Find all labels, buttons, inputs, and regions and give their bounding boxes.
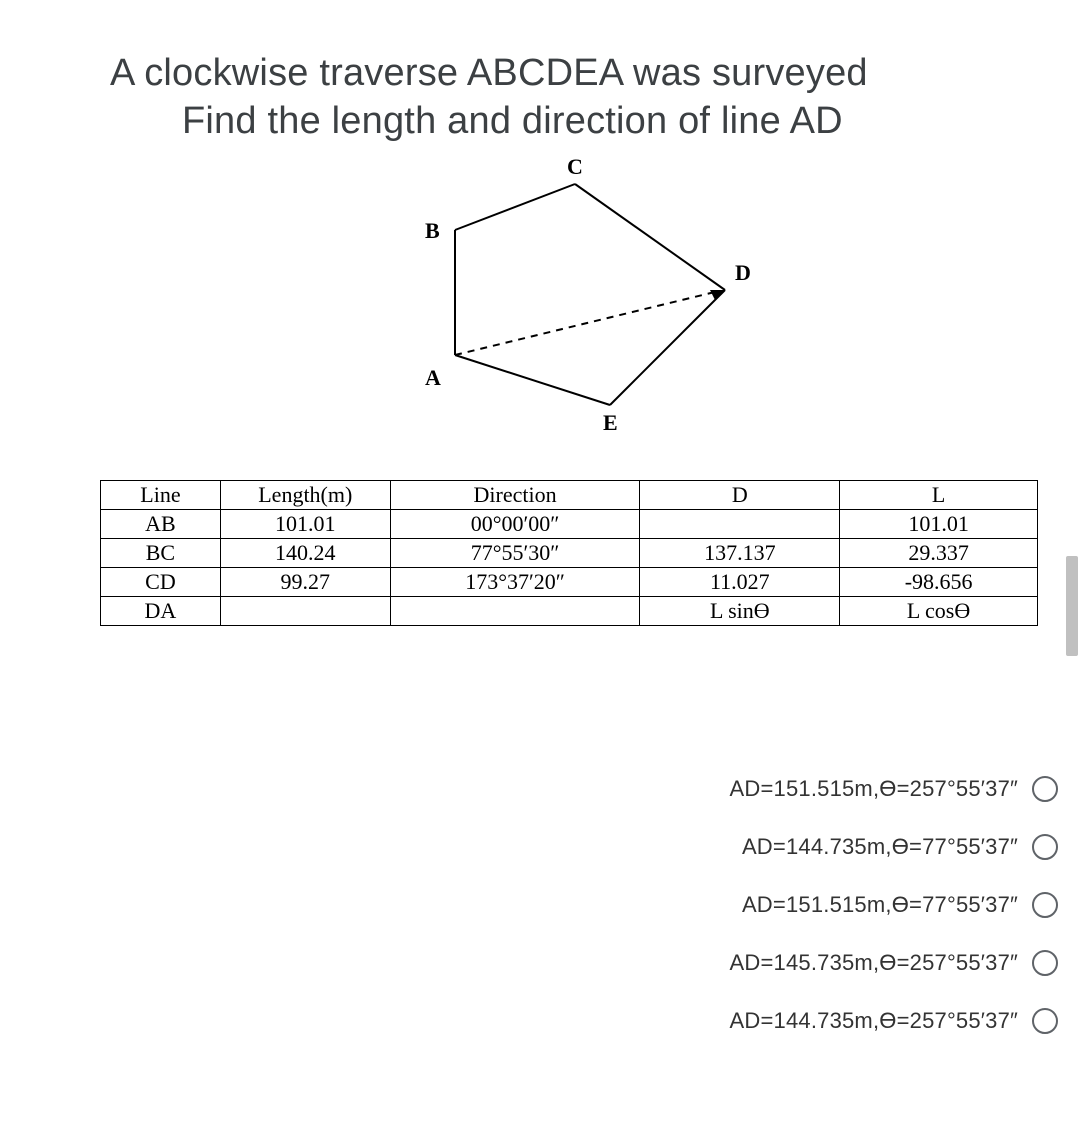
option-label: AD=151.515m,ϴ=77°55′37″: [742, 892, 1018, 918]
table-row: BC 140.24 77°55′30″ 137.137 29.337: [101, 539, 1038, 568]
radio-icon[interactable]: [1032, 950, 1058, 976]
table-header: Direction: [390, 481, 640, 510]
option-label: AD=145.735m,ϴ=257°55′37″: [730, 950, 1019, 976]
diagram-label-a: A: [425, 365, 441, 391]
scrollbar-thumb[interactable]: [1066, 556, 1078, 656]
answer-option[interactable]: AD=151.515m,ϴ=257°55′37″: [558, 776, 1058, 802]
table-header: L: [840, 481, 1038, 510]
diagram-label-c: C: [567, 154, 583, 180]
radio-icon[interactable]: [1032, 1008, 1058, 1034]
title-line-2: Find the length and direction of line AD: [110, 98, 1040, 146]
table-header: D: [640, 481, 840, 510]
radio-icon[interactable]: [1032, 834, 1058, 860]
answer-option[interactable]: AD=151.515m,ϴ=77°55′37″: [558, 892, 1058, 918]
table-row: CD 99.27 173°37′20″ 11.027 -98.656: [101, 568, 1038, 597]
answer-option[interactable]: AD=144.735m,ϴ=257°55′37″: [558, 1008, 1058, 1034]
option-label: AD=151.515m,ϴ=257°55′37″: [730, 776, 1019, 802]
answer-option[interactable]: AD=144.735m,ϴ=77°55′37″: [558, 834, 1058, 860]
question-title: A clockwise traverse ABCDEA was surveyed…: [110, 50, 1040, 145]
title-line-1: A clockwise traverse ABCDEA was surveyed: [110, 50, 1040, 98]
option-label: AD=144.735m,ϴ=257°55′37″: [730, 1008, 1019, 1034]
radio-icon[interactable]: [1032, 776, 1058, 802]
option-label: AD=144.735m,ϴ=77°55′37″: [742, 834, 1018, 860]
diagram-label-e: E: [603, 410, 618, 436]
traverse-table: Line Length(m) Direction D L AB 101.01 0…: [100, 480, 1038, 626]
traverse-diagram: A B C D E: [395, 180, 755, 440]
answer-options: AD=151.515m,ϴ=257°55′37″ AD=144.735m,ϴ=7…: [558, 776, 1058, 1066]
table-header: Length(m): [220, 481, 390, 510]
table-header: Line: [101, 481, 221, 510]
diagram-label-d: D: [735, 260, 751, 286]
table-row: AB 101.01 00°00′00″ 101.01: [101, 510, 1038, 539]
table-row: DA L sinϴ L cosϴ: [101, 597, 1038, 626]
answer-option[interactable]: AD=145.735m,ϴ=257°55′37″: [558, 950, 1058, 976]
radio-icon[interactable]: [1032, 892, 1058, 918]
diagram-label-b: B: [425, 218, 440, 244]
table-header-row: Line Length(m) Direction D L: [101, 481, 1038, 510]
